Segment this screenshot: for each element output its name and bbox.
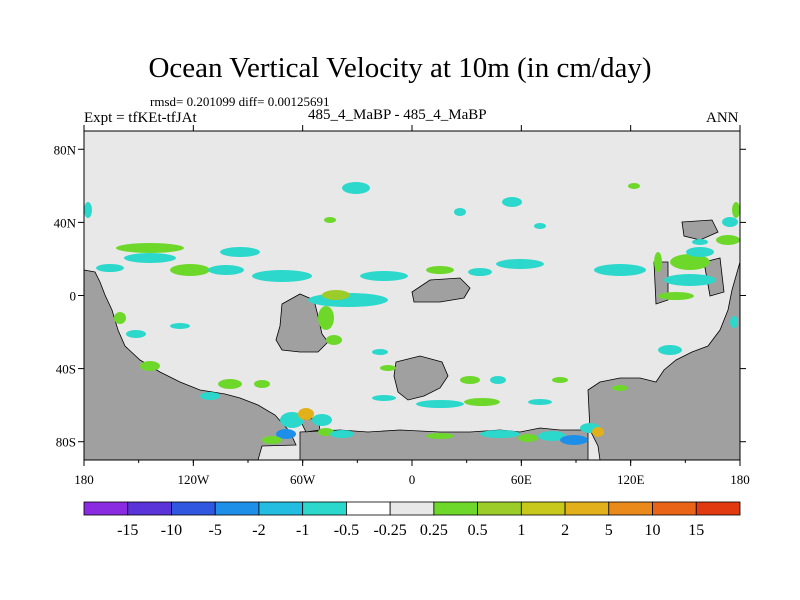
x-tick-label: 180: [730, 472, 750, 487]
colorbar-label: 5: [605, 522, 613, 539]
colorbar-label: 0.5: [468, 522, 488, 539]
colorbar-box: [695, 501, 741, 516]
colorbar-box: [608, 501, 653, 516]
colorbar-label: -2: [252, 522, 265, 539]
y-tick-label: 80N: [54, 142, 77, 157]
map-panel: [83, 130, 741, 461]
colorbar-box: [477, 501, 522, 516]
x-tick-label: 60E: [511, 472, 532, 487]
colorbar-box: [171, 501, 216, 516]
map-title: Ocean Vertical Velocity at 10m (in cm/da…: [148, 52, 652, 84]
colorbar-box: [214, 501, 260, 516]
land-central-island: [393, 355, 449, 401]
colorbar-box: [258, 501, 304, 516]
land-equatorial-shelf: [411, 277, 471, 303]
colorbar-box: [389, 501, 435, 516]
case-names: 485_4_MaBP - 485_4_MaBP: [308, 107, 487, 123]
colorbar-box: [83, 501, 129, 516]
land-south-america: [83, 269, 297, 461]
x-tick-label: 180: [74, 472, 94, 487]
colorbar-box: [302, 501, 347, 516]
land-northeast: [681, 219, 719, 241]
anomaly-patches: [84, 182, 740, 445]
y-tick-label: 80S: [56, 435, 76, 450]
land-east-continent: [587, 261, 741, 461]
y-axis-ticks: 80N 40N 0 40S 80S: [54, 142, 746, 450]
colorbar-box: [520, 501, 566, 516]
colorbar-label: -0.5: [334, 522, 359, 539]
experiment-label: Expt = tfKEt-tfJAt: [84, 110, 197, 126]
colorbar-box: [564, 501, 610, 516]
colorbar-label: -0.25: [373, 522, 406, 539]
colorbar-label: 0.25: [420, 522, 448, 539]
y-tick-label: 40N: [54, 215, 77, 230]
season-label: ANN: [706, 110, 739, 126]
land-east-islands-2: [703, 257, 725, 297]
x-tick-label: 60W: [290, 472, 316, 487]
colorbar-label: 10: [645, 522, 661, 539]
x-axis-ticks: 180 120W 60W 0 60E 120E 180: [74, 125, 750, 487]
colorbar-label: 1: [517, 522, 525, 539]
colorbar-label: 2: [561, 522, 569, 539]
colorbar-label: -10: [161, 522, 182, 539]
colorbar-box: [345, 501, 391, 516]
colorbar-label: -5: [209, 522, 222, 539]
x-tick-label: 120W: [177, 472, 210, 487]
x-tick-label: 120E: [617, 472, 645, 487]
stats-text: rmsd= 0.201099 diff= 0.00125691: [150, 94, 330, 109]
colorbar-label: 15: [688, 522, 704, 539]
colorbar-box: [652, 501, 697, 516]
colorbar-label: -1: [296, 522, 309, 539]
colorbar-label: -15: [117, 522, 138, 539]
colorbar: -15 -10 -5 -2 -1 -0.5 -0.25 0.25 0.5 1 2 5 10 15: [83, 501, 741, 539]
colorbar-box: [433, 501, 479, 516]
colorbar-box: [127, 501, 172, 516]
y-tick-label: 0: [70, 289, 77, 304]
y-tick-label: 40S: [56, 362, 76, 377]
x-tick-label: 0: [409, 472, 416, 487]
